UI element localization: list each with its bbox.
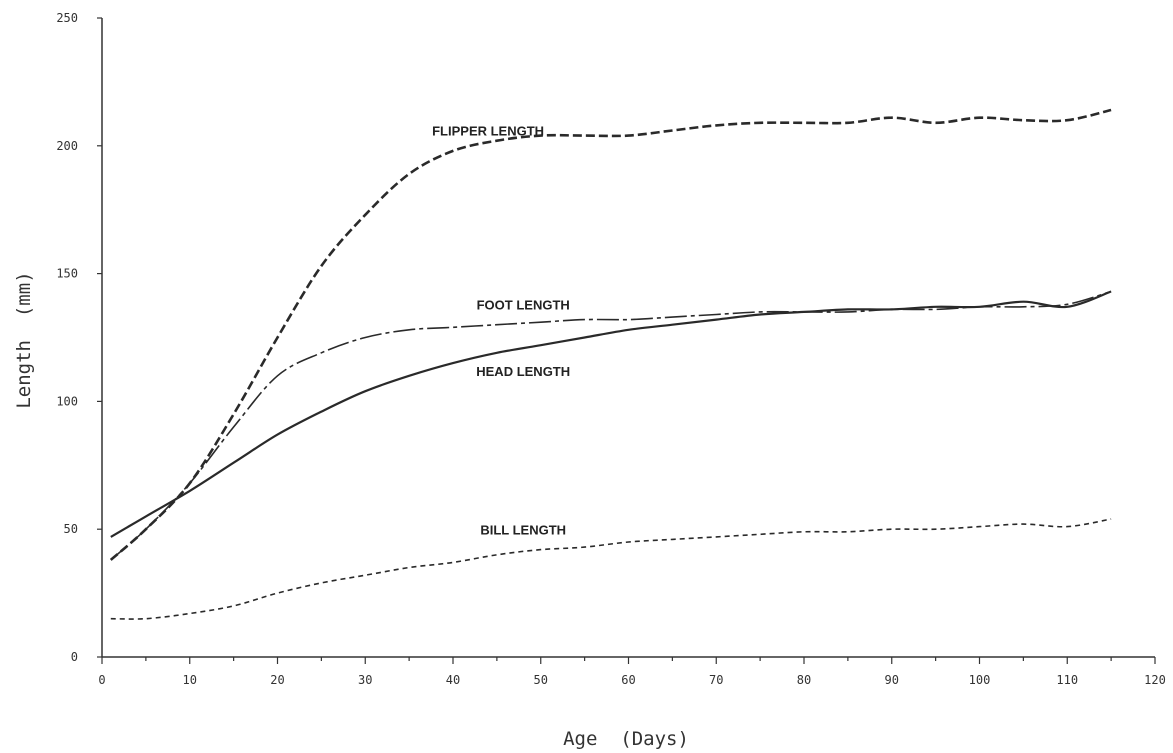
series-label-foot-length: FOOT LENGTH bbox=[477, 297, 570, 312]
y-tick-label: 150 bbox=[56, 267, 78, 281]
x-tick-label: 90 bbox=[885, 673, 899, 687]
y-tick-label: 50 bbox=[64, 522, 78, 536]
series-label-flipper-length: FLIPPER LENGTH bbox=[432, 124, 544, 139]
plot-area: 0 50 100 150 200 250 0 10 20 30 40 50 60 70 80 90 100 11… bbox=[56, 11, 1166, 687]
x-tick-label: 60 bbox=[621, 673, 635, 687]
series-line-head-length bbox=[110, 290, 1112, 538]
series-label-head-length: HEAD LENGTH bbox=[476, 364, 570, 379]
x-tick-label: 110 bbox=[1056, 673, 1078, 687]
y-axis-title: Length (mm) bbox=[13, 271, 35, 408]
x-tick-label: 30 bbox=[358, 673, 372, 687]
x-tick-label: 100 bbox=[969, 673, 991, 687]
series-labels: FLIPPER LENGTH FOOT LENGTH HEAD LENGTH BILL… bbox=[432, 124, 570, 538]
x-tick-label: 10 bbox=[183, 673, 197, 687]
x-tick-label: 70 bbox=[709, 673, 723, 687]
x-tick-label: 80 bbox=[797, 673, 811, 687]
y-tick-label: 100 bbox=[56, 394, 78, 408]
y-tick-label: 250 bbox=[56, 11, 78, 25]
x-tick-label: 120 bbox=[1144, 673, 1166, 687]
series-line-bill-length bbox=[110, 518, 1112, 620]
y-ticks: 0 50 100 150 200 250 bbox=[56, 11, 102, 664]
series-line-foot-length bbox=[110, 290, 1112, 561]
x-tick-label: 20 bbox=[270, 673, 284, 687]
x-tick-label: 0 bbox=[98, 673, 105, 687]
series-label-bill-length: BILL LENGTH bbox=[480, 522, 566, 537]
x-tick-label: 40 bbox=[446, 673, 460, 687]
x-ticks: 0 10 20 30 40 50 60 70 80 90 100 110 120 bbox=[98, 657, 1166, 687]
x-axis-title: Age (Days) bbox=[563, 728, 689, 750]
y-tick-label: 200 bbox=[56, 139, 78, 153]
y-tick-label: 0 bbox=[71, 650, 78, 664]
series-line-flipper-length bbox=[109, 108, 1112, 561]
x-tick-label: 50 bbox=[534, 673, 548, 687]
series-layer bbox=[109, 108, 1112, 620]
